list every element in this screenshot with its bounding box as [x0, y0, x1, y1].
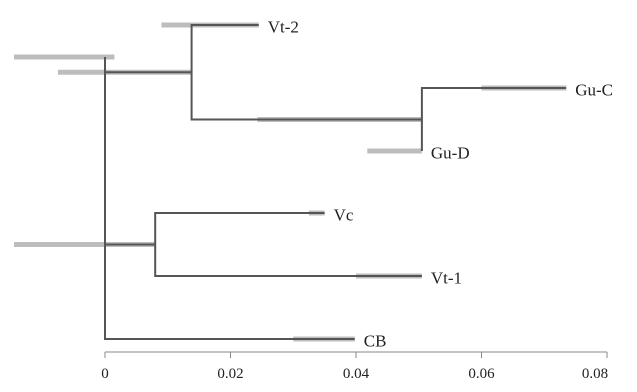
taxon-label-vt1: Vt-1	[431, 269, 462, 288]
confidence-intervals	[14, 22, 567, 342]
taxon-label-gud: Gu-D	[431, 144, 470, 163]
branch-root-n3	[104, 57, 156, 246]
branch-n1-n2	[190, 72, 422, 121]
branch-n1-vt2	[190, 24, 259, 73]
x-axis: 0 0.02 0.04 0.06 0.08	[101, 351, 608, 382]
tick-label: 0.04	[343, 366, 370, 382]
tick-label: 0	[101, 366, 109, 382]
branch-n3-vc	[154, 212, 325, 245]
tick-label: 0.06	[468, 366, 495, 382]
taxon-labels: Vt-2 Gu-C Gu-D Vc Vt-1 CB	[268, 18, 613, 351]
taxon-label-vt2: Vt-2	[268, 18, 299, 37]
branch-n2-guc	[420, 87, 567, 120]
tree-branches	[104, 24, 567, 340]
branch-n3-vt1	[154, 244, 422, 277]
taxon-label-cb: CB	[364, 332, 387, 351]
taxon-label-guc: Gu-C	[575, 81, 613, 100]
tick-label: 0.02	[217, 366, 243, 382]
taxon-label-vc: Vc	[334, 206, 354, 225]
tick-label: 0.08	[582, 366, 608, 382]
branch-root-cb	[104, 57, 355, 340]
